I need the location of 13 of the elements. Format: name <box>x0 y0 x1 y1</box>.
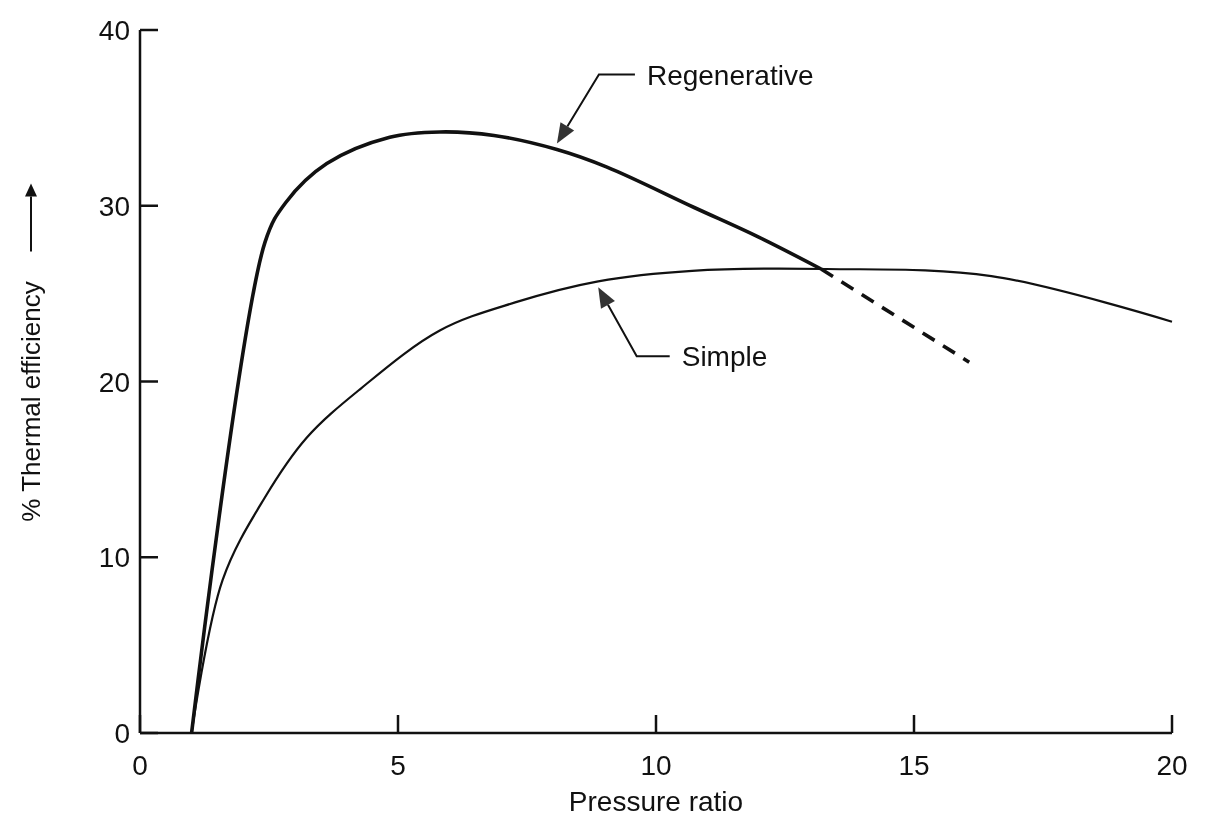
x-tick-label: 20 <box>1156 750 1188 781</box>
y-tick-label: 20 <box>98 366 130 398</box>
text: Regenerative <box>646 59 814 91</box>
y-tick-label: 10 <box>98 542 130 574</box>
y-tick-label: 30 <box>98 190 130 222</box>
y-tick-label: 0 <box>114 718 130 749</box>
text: Simple <box>681 341 768 373</box>
x-tick-label: 10 <box>640 750 672 781</box>
y-tick-label: 40 <box>98 15 130 46</box>
x-tick-label: 5 <box>390 750 406 781</box>
x-tick-label: 15 <box>898 750 930 781</box>
y-axis-title: % Thermal efficiency <box>16 281 46 522</box>
x-axis-title: Pressure ratio <box>568 786 744 817</box>
